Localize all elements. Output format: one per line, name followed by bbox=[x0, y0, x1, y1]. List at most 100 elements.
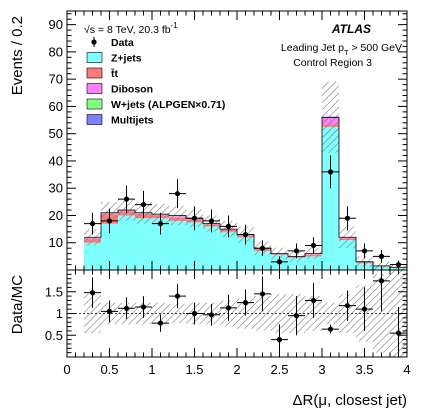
data-point-7 bbox=[208, 218, 215, 224]
data-point-9 bbox=[242, 231, 249, 238]
mc-stack-fills bbox=[84, 116, 407, 270]
stack-bar-0-bin-5 bbox=[169, 220, 186, 270]
main-ytick-label-10: 10 bbox=[49, 235, 63, 250]
data-point-18 bbox=[395, 261, 402, 268]
data-point-14 bbox=[327, 169, 334, 175]
ratio-band-bin-14 bbox=[322, 302, 339, 325]
stack-bar-0-bin-14 bbox=[322, 126, 339, 270]
stack-bar-0-bin-6 bbox=[186, 222, 203, 270]
legend-swatch-5 bbox=[86, 114, 103, 125]
stack-bar-0-bin-8 bbox=[220, 231, 237, 270]
ratio-point-4 bbox=[157, 320, 164, 326]
stack-bar-0-bin-4 bbox=[152, 218, 169, 270]
ratio-point-17 bbox=[378, 278, 385, 284]
x-tick-label-2.5: 2.5 bbox=[270, 362, 288, 377]
legend-swatch-2 bbox=[86, 67, 103, 79]
control-region-text: Control Region 3 bbox=[293, 57, 372, 69]
data-point-12 bbox=[293, 248, 300, 254]
energy-lumi-sup: -1 bbox=[171, 21, 179, 30]
data-point-10 bbox=[259, 245, 266, 251]
main-ytick-label-90: 90 bbox=[49, 17, 63, 32]
stack-bar-0-bin-10 bbox=[254, 250, 271, 270]
ratio-point-18 bbox=[395, 330, 402, 336]
main-ytick-label-80: 80 bbox=[49, 44, 63, 59]
main-y-axis-title: Events / 0.2 bbox=[9, 16, 26, 95]
data-point-16 bbox=[361, 248, 368, 254]
main-ytick-label-40: 40 bbox=[49, 153, 63, 168]
ratio-point-15 bbox=[344, 303, 351, 309]
legend-label-1: Z+jets bbox=[111, 53, 142, 65]
data-point-1 bbox=[106, 218, 113, 224]
x-tick-label-3: 3 bbox=[318, 362, 325, 377]
data-point-15 bbox=[344, 215, 351, 221]
main-ytick-label-60: 60 bbox=[49, 99, 63, 114]
stack-bar-0-bin-13 bbox=[305, 256, 322, 270]
legend-label-4: W+jets (ALPGEN×0.71) bbox=[111, 99, 225, 111]
ratio-ytick-label-1: 1 bbox=[56, 306, 63, 321]
x-tick-label-0.5: 0.5 bbox=[100, 362, 118, 377]
main-x-ticks bbox=[66, 11, 408, 270]
ratio-point-5 bbox=[174, 293, 181, 299]
stack-bar-0-bin-7 bbox=[203, 226, 220, 270]
ratio-band-bin-5 bbox=[169, 303, 186, 324]
ratio-point-12 bbox=[293, 313, 300, 319]
stack-bar-0-bin-1 bbox=[101, 223, 118, 270]
atlas-label: ATLAS bbox=[331, 22, 371, 36]
ratio-point-3 bbox=[140, 304, 147, 310]
legend-label-5: Multijets bbox=[111, 115, 154, 127]
ratio-points bbox=[84, 270, 407, 357]
legend-swatch-1 bbox=[86, 52, 103, 63]
ratio-point-1 bbox=[106, 308, 113, 314]
ratio-ytick-label-0.5: 0.5 bbox=[45, 328, 63, 343]
leading-jet-text: Leading Jet pT > 500 GeV bbox=[281, 42, 402, 57]
ratio-point-2 bbox=[123, 305, 130, 311]
stack-bar-0-bin-2 bbox=[118, 215, 135, 270]
ratio-point-9 bbox=[242, 300, 249, 306]
ratio-point-14 bbox=[327, 326, 334, 332]
x-axis-title: ΔR(μ, closest jet) bbox=[292, 392, 407, 409]
ratio-point-13 bbox=[310, 297, 317, 304]
ratio-band-bin-10 bbox=[254, 296, 271, 331]
data-point-8 bbox=[225, 223, 232, 229]
legend-label-2: t̄t bbox=[111, 68, 119, 80]
ratio-point-0 bbox=[89, 290, 96, 296]
legend-label-3: Diboson bbox=[111, 84, 153, 96]
energy-lumi-main: √s = 8 TeV, 20.3 fb bbox=[84, 24, 171, 36]
x-tick-label-3.5: 3.5 bbox=[355, 362, 373, 377]
x-tick-label-1: 1 bbox=[148, 362, 155, 377]
data-point-13 bbox=[310, 242, 317, 249]
ratio-x-ticks: 0 0.5 1 1.5 2 2.5 3 3.5 4 bbox=[63, 270, 411, 377]
ratio-point-6 bbox=[191, 310, 198, 317]
data-point-5 bbox=[174, 191, 181, 197]
data-point-17 bbox=[378, 253, 385, 259]
data-point-2 bbox=[123, 196, 130, 202]
legend-swatch-3 bbox=[86, 83, 103, 94]
ratio-y-axis-title: Data/MC bbox=[9, 275, 26, 334]
legend: Data Z+jets t̄t Diboson W+jets (ALPGEN×0.71)… bbox=[86, 37, 225, 127]
ratio-point-11 bbox=[276, 337, 283, 343]
energy-lumi-text: √s = 8 TeV, 20.3 fb-1 bbox=[84, 21, 178, 36]
x-tick-label-2: 2 bbox=[233, 362, 240, 377]
x-tick-label-0: 0 bbox=[63, 362, 70, 377]
data-point-4 bbox=[157, 221, 164, 227]
ratio-point-10 bbox=[259, 291, 266, 297]
legend-swatch-4 bbox=[86, 98, 103, 110]
legend-label-0: Data bbox=[111, 37, 134, 49]
main-ytick-label-50: 50 bbox=[49, 126, 63, 141]
ratio-panel: 0.5 1 1.5 0 0.5 1 1.5 2 2.5 3 3.5 4 Data/MC ΔR(μ, … bbox=[9, 269, 411, 409]
x-tick-label-4: 4 bbox=[403, 362, 410, 377]
ratio-y-ticks: 0.5 1 1.5 bbox=[45, 273, 407, 354]
data-point-6 bbox=[191, 215, 198, 221]
main-ytick-label-30: 30 bbox=[49, 181, 63, 196]
plot-info: √s = 8 TeV, 20.3 fb-1 ATLAS Leading Jet … bbox=[84, 21, 402, 69]
x-tick-label-1.5: 1.5 bbox=[185, 362, 203, 377]
stack-bar-0-bin-9 bbox=[237, 237, 254, 270]
ratio-ytick-label-1.5: 1.5 bbox=[45, 284, 63, 299]
data-point-3 bbox=[140, 201, 147, 208]
stack-bar-0-bin-0 bbox=[84, 242, 101, 270]
ratio-point-8 bbox=[225, 305, 232, 311]
ratio-point-7 bbox=[208, 312, 215, 318]
main-ytick-label-70: 70 bbox=[49, 72, 63, 87]
ratio-band-bin-17 bbox=[373, 274, 390, 353]
